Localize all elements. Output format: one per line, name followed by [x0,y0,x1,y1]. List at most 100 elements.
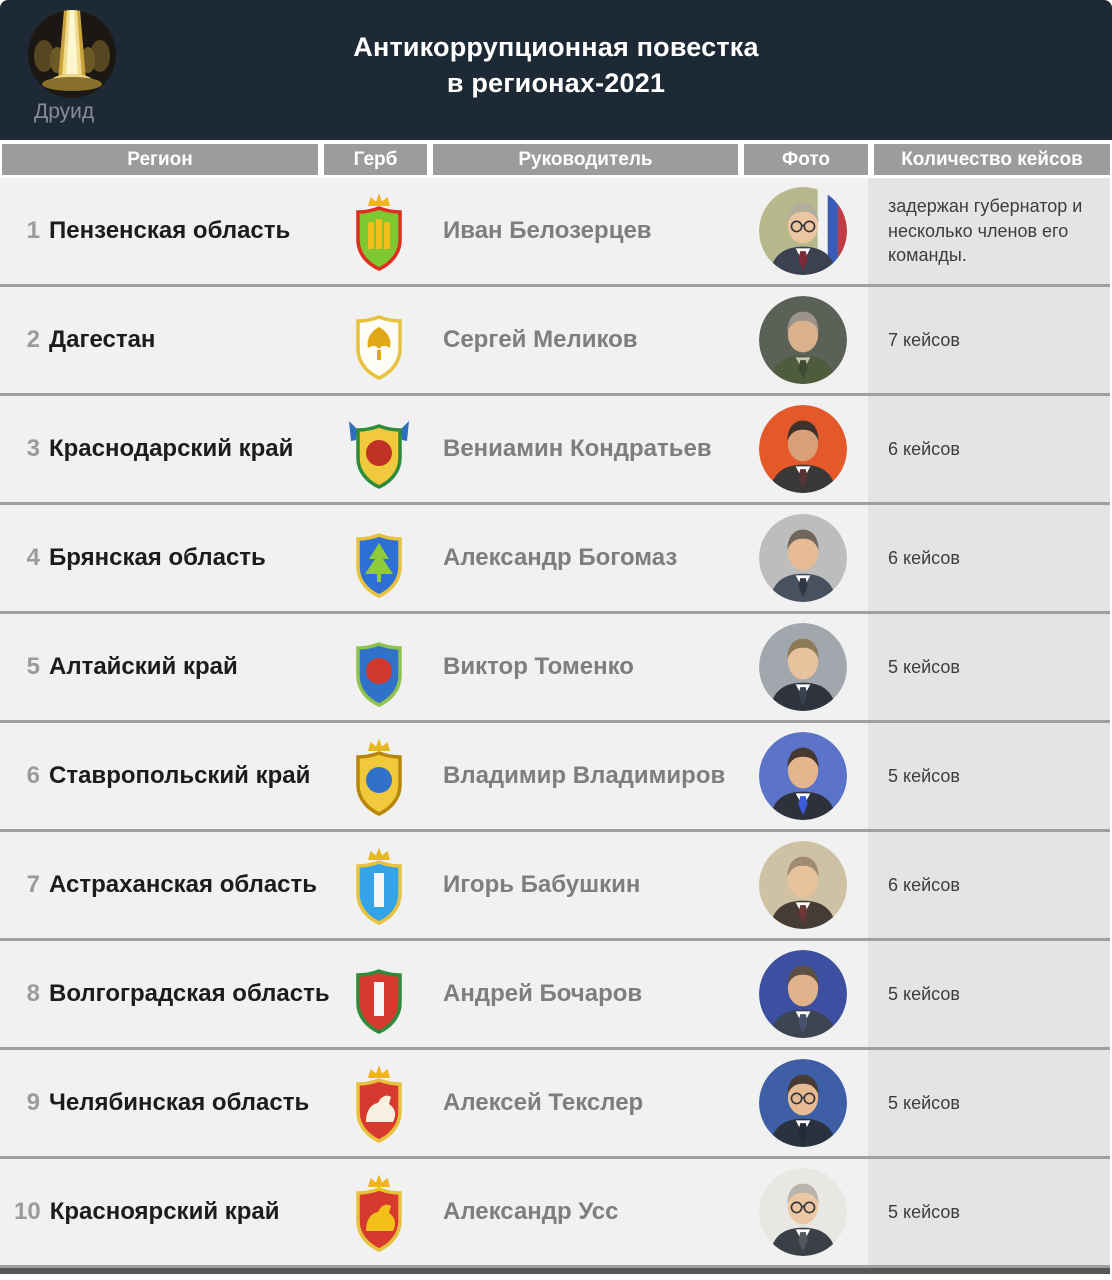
photo-cell [738,623,868,711]
leader-photo-avatar [759,1059,847,1147]
page-title: Антикоррупционная повестка в регионах-20… [0,30,1112,101]
cases-text: 6 кейсов [888,874,960,895]
table-row: 9 Челябинская область Алексей Текслер [0,1050,1110,1159]
leader-cell: Владимир Владимиров [433,762,738,790]
cases-cell: 6 кейсов [868,505,1110,611]
leader-cell: Сергей Меликов [433,326,738,354]
row-main-cells: 1 Пензенская область Иван Белозерцев [0,178,868,284]
leader-cell: Александр Богомаз [433,544,738,572]
crest-cell [324,188,433,274]
leader-cell: Андрей Бочаров [433,980,738,1008]
dagestan-crest [355,315,402,380]
photo-cell [738,732,868,820]
region-cell: 7 Астраханская область [0,871,324,899]
rank-number: 1 [26,217,40,244]
crest-emblem [365,658,392,684]
region-cell: 1 Пензенская область [0,217,324,245]
col-header-region: Регион [2,144,318,175]
page-title-line1: Антикоррупционная повестка [353,32,759,62]
crest-crown [367,1065,390,1078]
crest-emblem [365,1204,395,1231]
volgograd-oblast-crest [355,969,402,1034]
leader-name: Вениамин Кондратьев [443,435,712,462]
row-main-cells: 9 Челябинская область Алексей Текслер [0,1050,868,1156]
cases-cell: 6 кейсов [868,832,1110,938]
leader-name: Иван Белозерцев [443,217,652,244]
crest-cell [324,733,433,819]
row-main-cells: 4 Брянская область Александр Богомаз [0,505,868,611]
row-main-cells: 3 Краснодарский край Вениамин Кондратьев [0,396,868,502]
region-name: Брянская область [49,544,266,571]
crest-emblem [373,873,384,907]
rank-number: 3 [26,435,40,462]
table-row: 8 Волгоградская область Андрей Бочаров [0,941,1110,1050]
rank-number: 5 [26,653,40,680]
crest-crown [367,738,390,751]
crest-cell [324,1169,433,1255]
cases-cell: задержан губернатор и несколько членов е… [868,178,1110,284]
crest-cell [324,842,433,928]
table-row: 3 Краснодарский край Вениамин Кондратьев [0,396,1110,505]
row-main-cells: 2 Дагестан Сергей Меликов [0,287,868,393]
region-cell: 10 Красноярский край [0,1198,324,1226]
leader-name: Виктор Томенко [443,653,634,680]
cases-cell: 5 кейсов [868,1050,1110,1156]
crest-emblem [373,982,384,1016]
table-row: 10 Красноярский край Александр Усс [0,1159,1110,1268]
table-row: 7 Астраханская область Игорь Бабушкин [0,832,1110,941]
rank-number: 6 [26,762,40,789]
cases-cell: 7 кейсов [868,287,1110,393]
crest-crown [367,847,390,860]
crest-crown [367,193,390,206]
leader-name: Владимир Владимиров [443,762,726,789]
photo-cell [738,405,868,493]
rank-number: 10 [14,1198,41,1225]
crest-cell [324,515,433,601]
page-title-line2: в регионах-2021 [446,67,666,98]
altai-krai-crest [355,642,402,707]
crest-cell [324,951,433,1037]
table-row: 1 Пензенская область Иван Белозерцев [0,178,1110,287]
crest-cell [324,1060,433,1146]
cases-text: 6 кейсов [888,438,960,459]
cases-text: 6 кейсов [888,547,960,568]
region-cell: 4 Брянская область [0,544,324,572]
leader-cell: Виктор Томенко [433,653,738,681]
region-cell: 6 Ставропольский край [0,762,324,790]
stavropol-krai-crest [355,738,402,816]
cases-cell: 6 кейсов [868,396,1110,502]
leader-photo-avatar [759,950,847,1038]
crest-emblem [365,440,392,466]
cases-cell: 5 кейсов [868,614,1110,720]
region-name: Краснодарский край [49,435,294,462]
table-row: 6 Ставропольский край Владимир Владимиро… [0,723,1110,832]
cases-cell: 5 кейсов [868,941,1110,1047]
krasnoyarsk-krai-crest [355,1174,402,1252]
row-main-cells: 6 Ставропольский край Владимир Владимиро… [0,723,868,829]
brand-logo: Друид [28,10,138,124]
photo-cell [738,296,868,384]
leader-cell: Александр Усс [433,1198,738,1226]
leader-cell: Иван Белозерцев [433,217,738,245]
cases-text: 5 кейсов [888,1201,960,1222]
crest-crown [367,1174,390,1187]
row-main-cells: 5 Алтайский край Виктор Томенко [0,614,868,720]
penza-oblast-crest [355,193,402,271]
cases-cell: 5 кейсов [868,723,1110,829]
region-name: Дагестан [49,326,156,353]
glasses [790,1201,816,1214]
crest-emblem [365,1095,395,1122]
region-name: Ставропольский край [49,762,311,789]
page-header: Друид Антикоррупционная повестка в регио… [0,0,1112,140]
photo-cell [738,841,868,929]
brand-name: Друид [34,100,95,123]
col-header-photo: Фото [744,144,868,175]
bottom-edge-strip [0,1268,1110,1274]
photo-cell [738,950,868,1038]
photo-cell [738,187,868,275]
rank-number: 9 [26,1089,40,1116]
rank-number: 8 [26,980,40,1007]
crest-cell [324,297,433,383]
table-header: Регион Герб Руководитель Фото Количество… [0,144,1112,175]
